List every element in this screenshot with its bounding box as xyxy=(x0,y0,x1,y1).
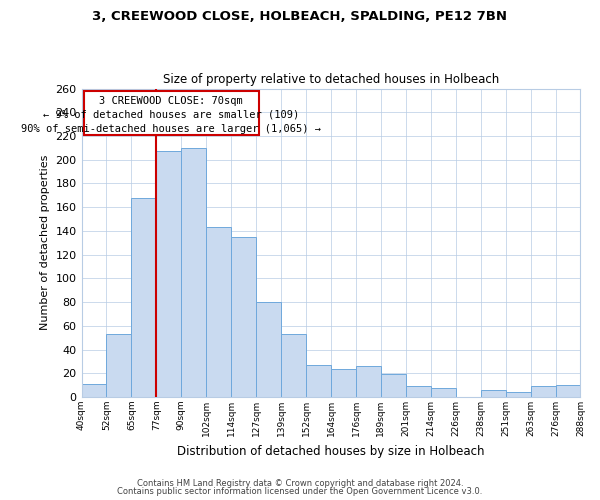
Text: ← 9% of detached houses are smaller (109): ← 9% of detached houses are smaller (109… xyxy=(43,110,299,120)
Bar xyxy=(281,334,306,397)
Bar xyxy=(157,152,181,397)
Bar xyxy=(306,365,331,397)
Text: Contains HM Land Registry data © Crown copyright and database right 2024.: Contains HM Land Registry data © Crown c… xyxy=(137,478,463,488)
Text: 3, CREEWOOD CLOSE, HOLBEACH, SPALDING, PE12 7BN: 3, CREEWOOD CLOSE, HOLBEACH, SPALDING, P… xyxy=(92,10,508,23)
Bar xyxy=(206,228,231,397)
Text: 3 CREEWOOD CLOSE: 70sqm: 3 CREEWOOD CLOSE: 70sqm xyxy=(99,96,243,106)
Y-axis label: Number of detached properties: Number of detached properties xyxy=(40,155,50,330)
FancyBboxPatch shape xyxy=(83,91,259,135)
X-axis label: Distribution of detached houses by size in Holbeach: Distribution of detached houses by size … xyxy=(177,444,485,458)
Bar xyxy=(82,384,106,397)
Bar xyxy=(231,237,256,397)
Bar xyxy=(556,385,580,397)
Bar xyxy=(131,198,157,397)
Bar xyxy=(106,334,131,397)
Bar xyxy=(331,368,356,397)
Text: 90% of semi-detached houses are larger (1,065) →: 90% of semi-detached houses are larger (… xyxy=(21,124,321,134)
Bar xyxy=(181,148,206,397)
Text: Contains public sector information licensed under the Open Government Licence v3: Contains public sector information licen… xyxy=(118,487,482,496)
Bar xyxy=(431,388,456,397)
Bar xyxy=(256,302,281,397)
Bar xyxy=(506,392,530,397)
Bar xyxy=(381,374,406,397)
Bar xyxy=(481,390,506,397)
Bar xyxy=(356,366,381,397)
Bar xyxy=(530,386,556,397)
Title: Size of property relative to detached houses in Holbeach: Size of property relative to detached ho… xyxy=(163,73,499,86)
Bar xyxy=(406,386,431,397)
